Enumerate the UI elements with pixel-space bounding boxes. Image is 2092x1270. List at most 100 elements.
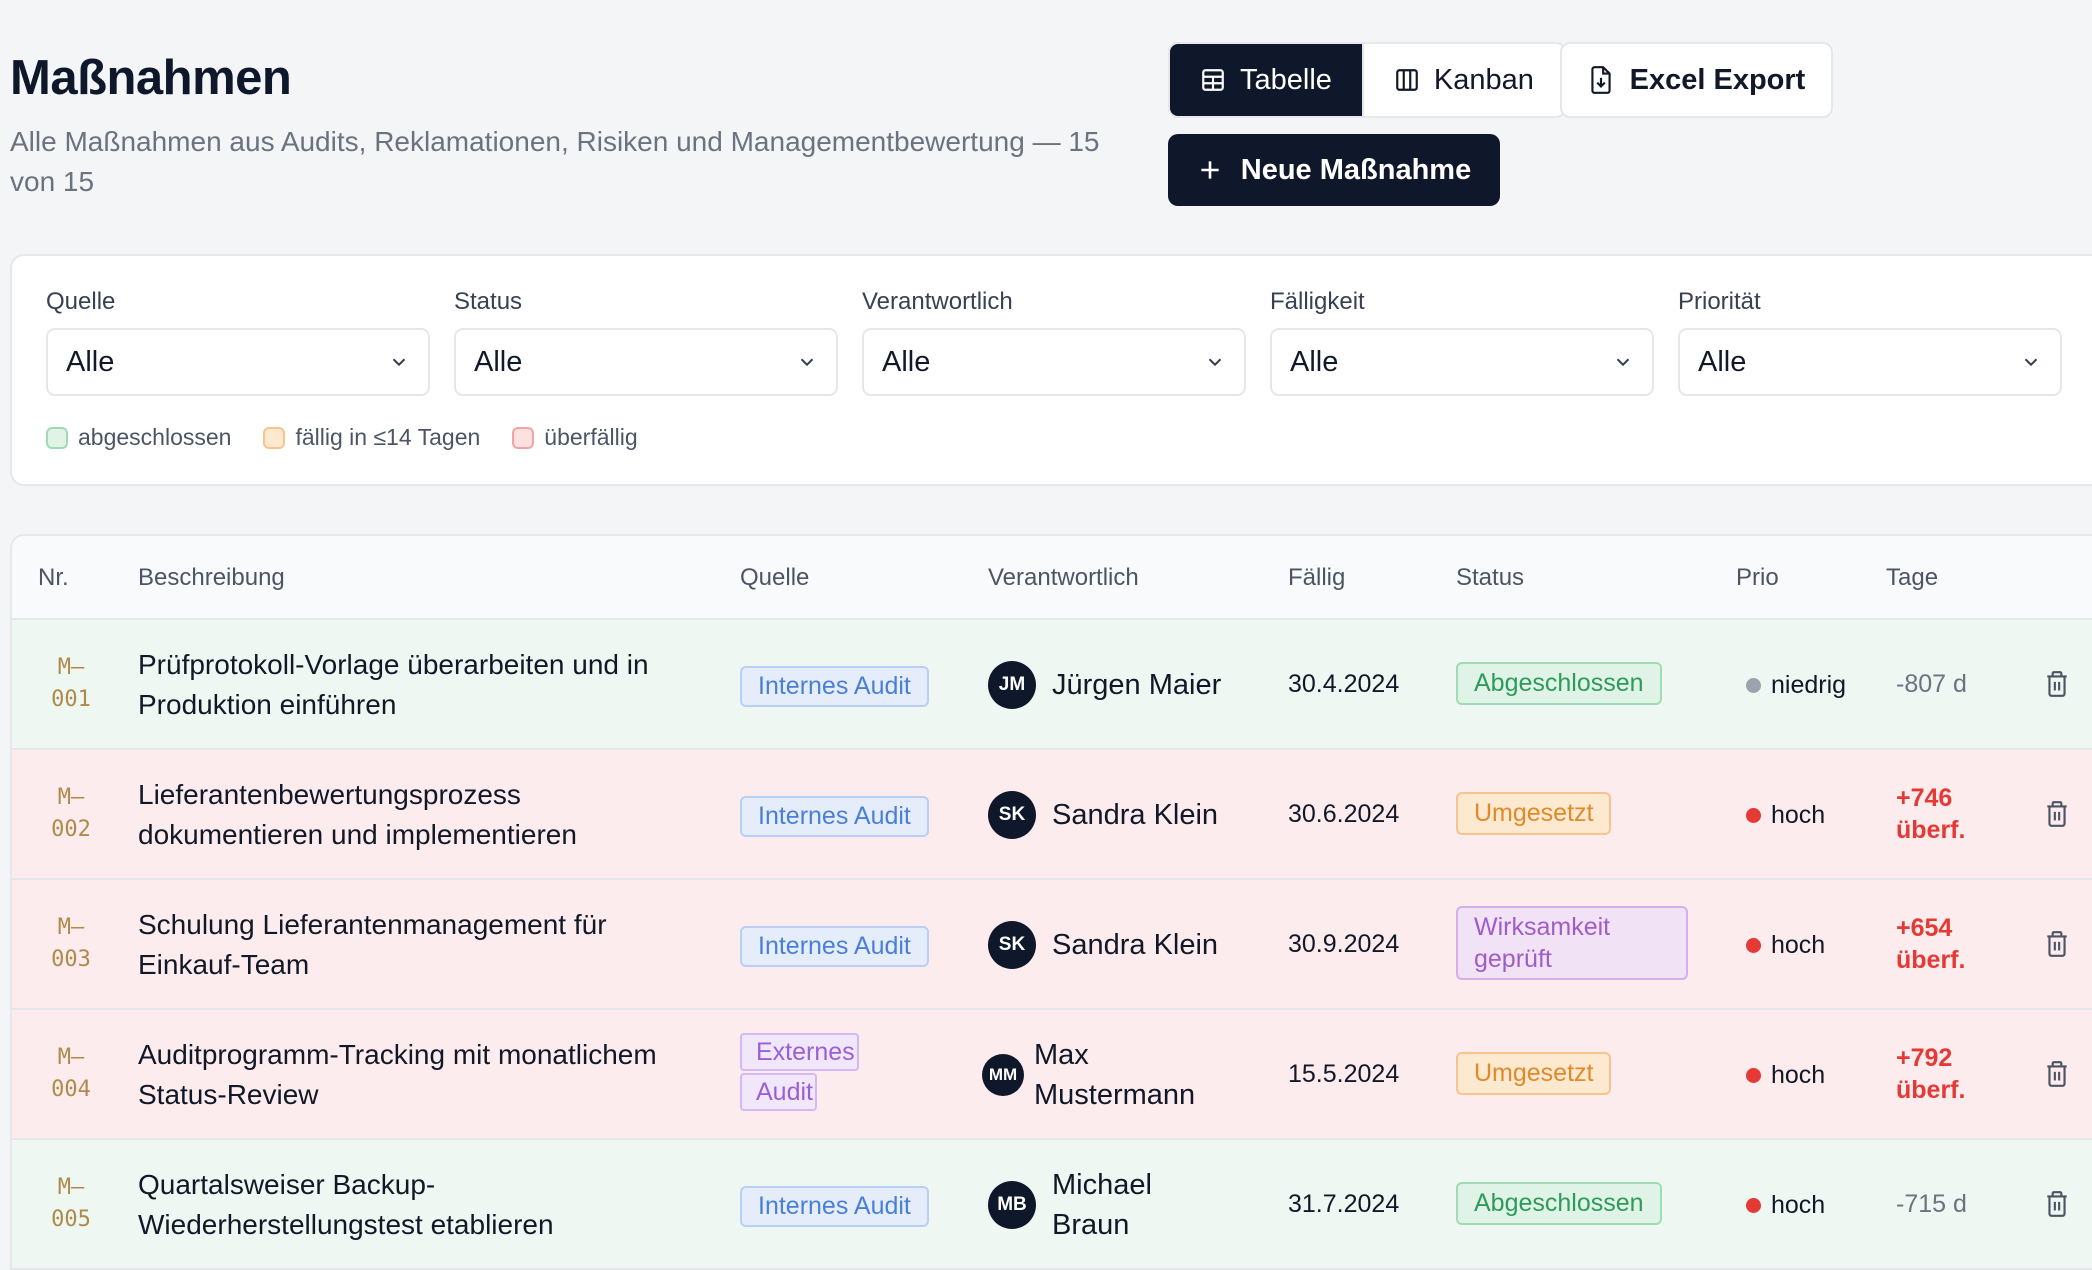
priority-dot xyxy=(1746,808,1761,823)
view-toggle: Tabelle Kanban xyxy=(1168,42,1566,118)
days-value: +792 überf. xyxy=(1896,1044,1966,1104)
chevron-down-icon xyxy=(1204,351,1226,373)
priority-dot xyxy=(1746,1198,1761,1213)
table-view-label: Tabelle xyxy=(1240,63,1332,96)
responsible-person: MB Michael Braun xyxy=(988,1140,1202,1270)
filter-priority: Priorität Alle xyxy=(1678,288,2062,396)
legend-overdue: überfällig xyxy=(512,424,638,451)
table-row[interactable]: M– 003 Schulung Lieferantenmanagement für… xyxy=(12,880,2092,1010)
due-select[interactable]: Alle xyxy=(1270,328,1654,396)
select-value: Alle xyxy=(1698,345,1747,378)
chevron-down-icon xyxy=(388,351,410,373)
legend-done: abgeschlossen xyxy=(46,424,231,451)
table-icon xyxy=(1200,67,1226,93)
trash-icon xyxy=(2044,930,2070,958)
select-value: Alle xyxy=(1290,345,1339,378)
responsible-select[interactable]: Alle xyxy=(862,328,1246,396)
source-badge: Internes Audit xyxy=(740,926,929,967)
priority-dot xyxy=(1746,1068,1761,1083)
filter-panel: Quelle Alle Status Alle Verantwortlich A… xyxy=(10,254,2092,486)
responsible-person: JM Jürgen Maier xyxy=(988,620,1221,750)
priority-select[interactable]: Alle xyxy=(1678,328,2062,396)
action-number: M– 002 xyxy=(51,785,91,842)
new-action-label: Neue Maßnahme xyxy=(1240,153,1472,186)
excel-export-label: Excel Export xyxy=(1629,63,1806,96)
delete-button[interactable] xyxy=(2044,670,2070,698)
chevron-down-icon xyxy=(2020,351,2042,373)
filter-responsible: Verantwortlich Alle xyxy=(862,288,1246,396)
action-description: Schulung Lieferantenmanagement für Einka… xyxy=(138,909,607,980)
action-number: M– 005 xyxy=(51,1175,91,1232)
filter-label: Verantwortlich xyxy=(862,288,1013,315)
priority: niedrig xyxy=(1746,671,1846,700)
delete-button[interactable] xyxy=(2044,800,2070,828)
column-header-responsible[interactable]: Verantwortlich xyxy=(988,564,1139,591)
days-value: +654 überf. xyxy=(1896,914,1966,974)
file-download-icon xyxy=(1588,65,1614,95)
delete-button[interactable] xyxy=(2044,1060,2070,1088)
column-header-description[interactable]: Beschreibung xyxy=(138,564,285,591)
action-number: M– 004 xyxy=(51,1045,91,1102)
table-row[interactable]: M– 002 Lieferantenbewertungsprozess dokum… xyxy=(12,750,2092,880)
avatar: SK xyxy=(988,921,1036,969)
kanban-view-button[interactable]: Kanban xyxy=(1361,44,1564,116)
responsible-person: MM Max Mustermann xyxy=(982,1010,1214,1140)
filter-due: Fälligkeit Alle xyxy=(1270,288,1654,396)
select-value: Alle xyxy=(66,345,115,378)
delete-button[interactable] xyxy=(2044,1190,2070,1218)
filter-label: Priorität xyxy=(1678,288,1761,315)
responsible-name: Michael Braun xyxy=(1052,1169,1152,1241)
status-badge: Wirksamkeit geprüft xyxy=(1456,906,1688,980)
table-row[interactable]: M– 001 Prüfprotokoll-Vorlage überarbeiten… xyxy=(12,620,2092,750)
table-row[interactable]: M– 005 Quartalsweiser Backup-Wiederherste… xyxy=(12,1140,2092,1270)
filter-label: Status xyxy=(454,288,523,315)
status-badge: Abgeschlossen xyxy=(1456,1182,1662,1225)
columns-icon xyxy=(1394,67,1420,93)
actions-table: Nr. Beschreibung Quelle Verantwortlich F… xyxy=(10,534,2092,1270)
status-badge: Umgesetzt xyxy=(1456,792,1612,835)
legend-swatch xyxy=(263,426,286,449)
trash-icon xyxy=(2044,1060,2070,1088)
priority: hoch xyxy=(1746,1061,1825,1090)
status-legend: abgeschlossen fällig in ≤14 Tagen überfä… xyxy=(46,424,638,451)
action-number: M– 003 xyxy=(51,915,91,972)
action-description: Auditprogramm-Tracking mit monatlichem S… xyxy=(138,1039,657,1110)
due-date: 30.4.2024 xyxy=(1288,670,1400,698)
responsible-name: Max Mustermann xyxy=(1034,1039,1196,1111)
chevron-down-icon xyxy=(796,351,818,373)
column-header-priority[interactable]: Prio xyxy=(1736,564,1779,591)
status-badge: Umgesetzt xyxy=(1456,1052,1612,1095)
source-badge: Internes Audit xyxy=(740,666,929,707)
column-header-nr[interactable]: Nr. xyxy=(38,564,69,591)
column-header-days[interactable]: Tage xyxy=(1886,564,1939,591)
legend-swatch xyxy=(512,426,535,449)
plus-icon xyxy=(1197,157,1223,183)
column-header-status[interactable]: Status xyxy=(1456,564,1525,591)
delete-button[interactable] xyxy=(2044,930,2070,958)
select-value: Alle xyxy=(882,345,931,378)
priority-dot xyxy=(1746,678,1761,693)
new-action-button[interactable]: Neue Maßnahme xyxy=(1168,134,1500,206)
avatar: SK xyxy=(988,791,1036,839)
status-badge: Abgeschlossen xyxy=(1456,662,1662,705)
due-date: 30.9.2024 xyxy=(1288,930,1400,958)
table-row[interactable]: M– 004 Auditprogramm-Tracking mit monatli… xyxy=(12,1010,2092,1140)
excel-export-button[interactable]: Excel Export xyxy=(1560,42,1833,118)
legend-label: fällig in ≤14 Tagen xyxy=(295,424,481,450)
table-view-button[interactable]: Tabelle xyxy=(1170,44,1362,116)
legend-label: überfällig xyxy=(544,424,638,450)
responsible-name: Jürgen Maier xyxy=(1052,669,1222,701)
avatar: MB xyxy=(988,1181,1036,1229)
filter-label: Fälligkeit xyxy=(1270,288,1365,315)
source-select[interactable]: Alle xyxy=(46,328,430,396)
filter-source: Quelle Alle xyxy=(46,288,430,396)
legend-swatch xyxy=(46,426,68,449)
column-header-due[interactable]: Fällig xyxy=(1288,564,1346,591)
trash-icon xyxy=(2044,800,2070,828)
column-header-source[interactable]: Quelle xyxy=(740,564,810,591)
source-badge: Internes Audit xyxy=(740,796,929,837)
days-value: -807 d xyxy=(1896,670,1967,698)
chevron-down-icon xyxy=(1612,351,1634,373)
status-select[interactable]: Alle xyxy=(454,328,838,396)
action-number: M– 001 xyxy=(51,655,91,712)
